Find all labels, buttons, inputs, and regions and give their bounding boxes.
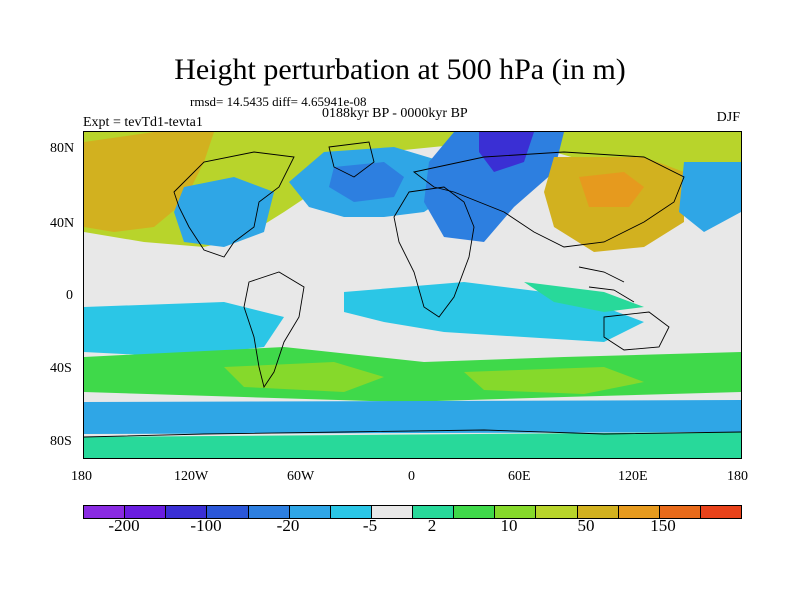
lat-tick-40n: 40N [50, 216, 75, 231]
colorbar-box [125, 506, 167, 518]
south-indian-positive-core [464, 367, 644, 394]
lat-tick-0: 0 [66, 288, 73, 303]
north-america-coast [173, 151, 295, 258]
lon-tick-0: 0 [408, 469, 415, 484]
period-label: 0188kyr BP - 0000kyr BP [322, 106, 468, 121]
south-atlantic-positive-core [224, 362, 384, 392]
circumpolar-low-band [84, 400, 741, 434]
colorbar-label: -200 [108, 516, 140, 535]
lat-tick-80s: 80S [50, 434, 72, 449]
antarctica-coast [84, 429, 741, 438]
africa-coast [393, 186, 475, 318]
colorbar-label: 2 [427, 516, 437, 535]
colorbar-box [577, 506, 619, 518]
colorbar-box [536, 506, 578, 518]
colorbar-box [618, 506, 660, 518]
plot-title: Height perturbation at 500 hPa (in m) [174, 53, 626, 86]
colorbar-box [330, 506, 372, 518]
coastlines [84, 141, 741, 438]
south-america-coast [243, 271, 305, 389]
colorbar-box [248, 506, 290, 518]
antarctic-positive-band [84, 432, 741, 458]
arctic-core-low [479, 132, 534, 172]
colorbar-box [454, 506, 496, 518]
colorbar-label: -5 [362, 516, 378, 535]
lon-tick-60e: 60E [508, 469, 531, 484]
colorbar-box [207, 506, 249, 518]
experiment-label: Expt = tevTd1-tevta1 [83, 115, 203, 130]
north-atlantic-core [329, 162, 404, 202]
greenland-coast [328, 141, 375, 178]
colorbar-label: 50 [577, 516, 595, 535]
colorbar-label: 150 [650, 516, 676, 535]
colorbar-label: -20 [276, 516, 300, 535]
colorbar-box [495, 506, 537, 518]
rmsd-stats: rmsd= 14.5435 diff= 4.65941e-08 [190, 94, 367, 109]
colorbar-box [700, 506, 741, 518]
lon-tick-180-left: 180 [71, 469, 92, 484]
indian-ocean-positive [524, 282, 644, 312]
colorbar-box [289, 506, 331, 518]
eurasia-coast [412, 151, 685, 248]
arctic-europe-low [424, 132, 564, 242]
australia-coast [603, 311, 670, 351]
southern-tropical-low [344, 282, 644, 342]
lat-tick-40s: 40S [50, 361, 72, 376]
maritime-continent-coast [578, 266, 635, 303]
south-pacific-low [84, 302, 284, 357]
map-panel [83, 131, 742, 459]
lon-tick-180-right: 180 [727, 469, 748, 484]
colorbar-box [659, 506, 701, 518]
colorbar-box [166, 506, 208, 518]
colorbar-label: -100 [190, 516, 222, 535]
lon-tick-120w: 120W [174, 469, 209, 484]
lon-tick-120e: 120E [618, 469, 648, 484]
colorbar-box [371, 506, 413, 518]
lon-tick-60w: 60W [287, 469, 315, 484]
colorbar-label: 10 [500, 516, 518, 535]
north-west-pacific-low [679, 162, 741, 232]
colorbar-box [413, 506, 455, 518]
colorbar-box [84, 506, 126, 518]
north-america-low [174, 177, 274, 247]
colorbar [83, 505, 742, 519]
north-pacific-high [84, 132, 214, 232]
lat-tick-80n: 80N [50, 141, 75, 156]
asia-high-core [579, 172, 644, 207]
tropical-neutral-band [84, 252, 741, 282]
height-perturbation-map [84, 132, 741, 458]
season-label: DJF [716, 110, 740, 125]
